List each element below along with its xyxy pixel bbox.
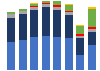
Bar: [42, 3, 50, 4]
Bar: [88, 7, 96, 9]
Bar: [88, 32, 96, 45]
Bar: [88, 29, 96, 32]
Bar: [76, 25, 84, 26]
Bar: [76, 34, 84, 36]
Bar: [30, 3, 38, 4]
Bar: [7, 14, 15, 18]
Bar: [88, 45, 96, 70]
Bar: [76, 36, 84, 38]
Bar: [65, 38, 73, 70]
Bar: [88, 27, 96, 29]
Bar: [30, 7, 38, 10]
Bar: [65, 11, 73, 12]
Bar: [19, 11, 27, 14]
Bar: [30, 10, 38, 37]
Bar: [30, 37, 38, 70]
Bar: [19, 14, 27, 40]
Bar: [76, 38, 84, 55]
Bar: [42, 7, 50, 36]
Bar: [65, 12, 73, 15]
Bar: [19, 9, 27, 11]
Bar: [65, 5, 73, 11]
Bar: [42, 0, 50, 3]
Bar: [76, 26, 84, 34]
Bar: [30, 4, 38, 6]
Bar: [30, 6, 38, 7]
Bar: [53, 10, 61, 37]
Bar: [42, 36, 50, 70]
Bar: [65, 4, 73, 5]
Bar: [76, 55, 84, 70]
Bar: [65, 15, 73, 38]
Bar: [53, 5, 61, 7]
Bar: [42, 4, 50, 7]
Bar: [53, 1, 61, 5]
Bar: [53, 7, 61, 10]
Bar: [7, 12, 15, 14]
Bar: [7, 42, 15, 70]
Bar: [88, 9, 96, 27]
Bar: [7, 18, 15, 42]
Bar: [53, 37, 61, 70]
Bar: [19, 40, 27, 70]
